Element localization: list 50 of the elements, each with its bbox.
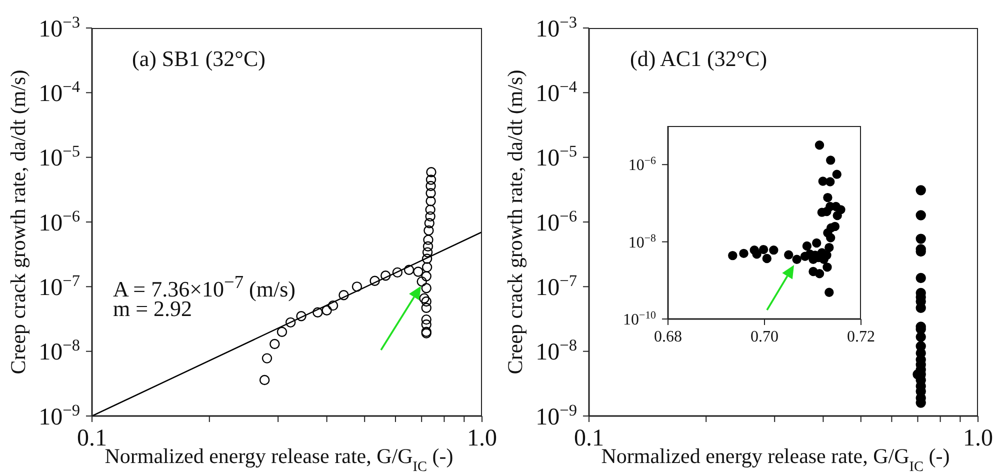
y-tick-label: 10$^{−5}$	[536, 141, 577, 172]
point	[832, 210, 842, 220]
y-tick-label: 10$^{−8}$	[38, 335, 80, 366]
y-tick-label: 10$^{−9}$	[38, 400, 80, 430]
point	[822, 262, 832, 272]
y-tick-label: 10$^{−8}$	[628, 232, 657, 252]
x-tick-label: 0.1	[77, 426, 107, 452]
y-tick-label: 10$^{−6}$	[628, 155, 657, 174]
y-tick-label: 10$^{−8}$	[536, 335, 577, 366]
x-tick-label: 1.0	[467, 426, 497, 452]
point	[728, 250, 738, 260]
annotation: (d) AC1 (32°C)	[630, 46, 768, 72]
x-axis-title: Normalized energy release rate, G/G$_{IC}$ (-)	[601, 444, 950, 473]
x-tick-label: 0.68	[654, 328, 682, 346]
point	[739, 248, 748, 258]
point	[830, 222, 840, 232]
point	[826, 177, 835, 186]
point	[769, 245, 778, 255]
point	[814, 140, 824, 150]
point	[832, 170, 842, 179]
y-tick-label: 10$^{−9}$	[536, 400, 577, 430]
point	[802, 241, 812, 251]
y-tick-label: 10$^{−7}$	[536, 270, 577, 302]
y-tick-label: 10$^{−6}$	[38, 206, 80, 236]
point	[824, 242, 834, 252]
point	[823, 192, 832, 202]
y-tick-label: 10$^{−4}$	[536, 76, 577, 108]
x-tick-label: 0.72	[847, 328, 875, 346]
point	[752, 250, 762, 259]
y-axis-title: Creep crack growth rate, da/dt (m/s)	[6, 70, 30, 374]
y-tick-label: 10$^{−5}$	[38, 141, 80, 172]
x-tick-label: 0.70	[750, 328, 778, 346]
y-tick-label: 10$^{−3}$	[536, 12, 577, 42]
y-tick-label: 10$^{−6}$	[536, 206, 577, 236]
point	[824, 288, 834, 297]
point	[758, 244, 768, 254]
point	[784, 250, 794, 260]
point	[792, 254, 802, 264]
y-tick-label: 10$^{−10}$	[622, 310, 657, 329]
y-tick-label: 10$^{−3}$	[38, 12, 80, 42]
point	[826, 156, 836, 165]
y-tick-label: 10$^{−4}$	[38, 76, 80, 108]
y-axis-title: Creep crack growth rate, da/dt (m/s)	[502, 70, 527, 374]
point	[762, 254, 772, 264]
y-tick-label: 10$^{−7}$	[38, 270, 80, 302]
x-axis-title: Normalized energy release rate, G/G$_{IC}$ (-)	[104, 444, 454, 473]
point	[814, 269, 824, 278]
x-tick-label: 1.0	[963, 426, 993, 452]
annotation: (a) SB1 (32°C)	[132, 46, 266, 72]
point	[812, 238, 822, 248]
